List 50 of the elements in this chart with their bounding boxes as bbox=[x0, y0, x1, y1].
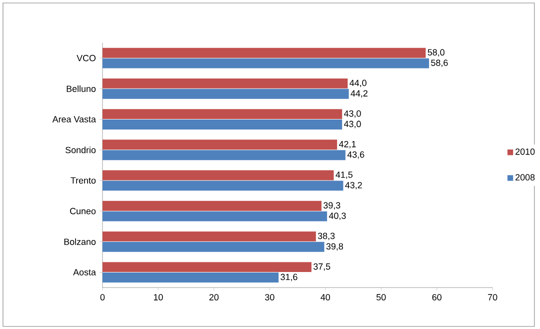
data-label: 43,0 bbox=[344, 110, 361, 118]
data-label: 31,6 bbox=[280, 274, 298, 282]
x-tick-label: 70 bbox=[488, 294, 498, 300]
x-tick-label: 10 bbox=[154, 294, 163, 300]
data-label: 39,3 bbox=[324, 202, 340, 210]
bar bbox=[102, 140, 338, 150]
y-tick-label: Bolzano bbox=[64, 238, 96, 245]
bar bbox=[102, 272, 279, 282]
legend-label: 2008 bbox=[516, 174, 535, 180]
bar bbox=[102, 170, 334, 180]
data-label: 40,3 bbox=[328, 212, 346, 220]
bar bbox=[102, 108, 342, 119]
bar bbox=[102, 78, 348, 88]
y-tick-label: Area Vasta bbox=[52, 116, 96, 122]
bar bbox=[102, 242, 324, 252]
y-tick-label: Sondrio bbox=[66, 146, 96, 153]
data-label: 43,2 bbox=[345, 182, 362, 190]
bar bbox=[102, 58, 430, 68]
x-tick-label: 50 bbox=[376, 294, 386, 300]
bar bbox=[102, 231, 316, 242]
x-tick-label: 0 bbox=[100, 294, 105, 300]
data-label: 58,0 bbox=[428, 48, 444, 56]
data-label: 41,5 bbox=[336, 171, 352, 179]
x-tick-label: 60 bbox=[432, 294, 442, 300]
bar bbox=[102, 180, 344, 190]
y-tick-label: VCO bbox=[76, 54, 96, 62]
data-label: 43,0 bbox=[344, 120, 361, 128]
bar bbox=[102, 262, 312, 272]
x-tick-label: 40 bbox=[320, 294, 330, 300]
legend-label: 2010 bbox=[516, 148, 535, 155]
data-label: 58,6 bbox=[431, 59, 448, 67]
data-label: 42,1 bbox=[338, 140, 356, 148]
bar bbox=[102, 119, 342, 130]
data-label: 43,6 bbox=[347, 151, 364, 159]
x-tick-label: 20 bbox=[209, 294, 219, 300]
y-tick-label: Cuneo bbox=[70, 208, 96, 214]
bar bbox=[102, 88, 349, 99]
bar bbox=[102, 211, 328, 222]
bar bbox=[102, 48, 426, 58]
data-label: 44,0 bbox=[350, 80, 366, 87]
data-label: 38,3 bbox=[318, 232, 335, 240]
y-tick-label: Trento bbox=[70, 177, 96, 184]
bar bbox=[102, 150, 346, 160]
data-label: 37,5 bbox=[314, 263, 330, 271]
y-tick-label: Belluno bbox=[66, 85, 96, 92]
x-tick-label: 30 bbox=[265, 294, 274, 300]
data-label: 44,2 bbox=[350, 90, 368, 98]
data-label: 39,8 bbox=[326, 243, 344, 250]
y-tick-label: Aosta bbox=[73, 268, 96, 276]
bar bbox=[102, 200, 322, 211]
